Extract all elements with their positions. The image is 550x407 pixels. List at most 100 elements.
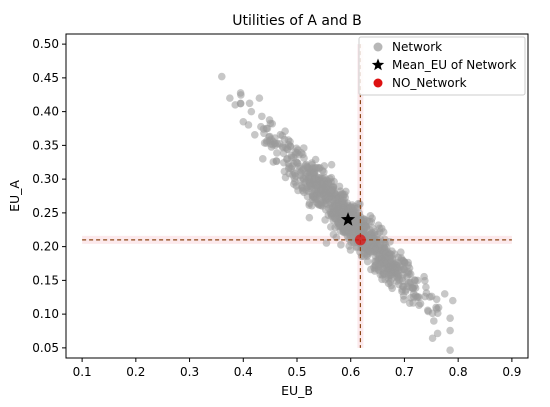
- network-point: [346, 246, 355, 254]
- network-point: [258, 155, 267, 163]
- network-point: [318, 198, 326, 207]
- network-point: [404, 258, 413, 267]
- legend-label: Mean_EU of Network: [392, 58, 516, 72]
- network-point: [271, 134, 279, 142]
- network-point: [375, 228, 384, 236]
- legend-circle-icon: [373, 42, 383, 52]
- x-tick-label: 0.2: [126, 365, 145, 379]
- network-point: [339, 228, 348, 237]
- network-point: [344, 223, 353, 231]
- network-point: [403, 272, 411, 281]
- network-point: [397, 256, 406, 264]
- network-point: [448, 296, 457, 305]
- network-point: [280, 135, 289, 144]
- network-point: [446, 326, 454, 335]
- network-points: [217, 72, 457, 355]
- special-points: [340, 212, 366, 246]
- network-point: [283, 145, 292, 154]
- network-point: [318, 166, 327, 175]
- network-point: [430, 317, 438, 325]
- vertical-band: [357, 44, 364, 348]
- network-point: [375, 266, 383, 275]
- network-point: [422, 283, 430, 291]
- network-point: [351, 228, 360, 237]
- network-point: [397, 248, 405, 256]
- network-point: [289, 180, 298, 188]
- network-point: [247, 107, 256, 116]
- y-tick-label: 0.35: [32, 138, 59, 152]
- network-point: [328, 208, 337, 217]
- network-point: [384, 271, 393, 280]
- network-point: [380, 248, 388, 257]
- network-point: [289, 153, 298, 162]
- network-point: [440, 290, 449, 298]
- network-point: [239, 117, 248, 126]
- legend: Network Mean_EU of Network NO_Network: [358, 36, 526, 96]
- network-point: [280, 167, 289, 176]
- network-point: [446, 314, 454, 323]
- network-point: [298, 184, 307, 192]
- network-point: [324, 193, 333, 201]
- network-point: [338, 197, 347, 205]
- network-point: [265, 116, 274, 124]
- mean-network-star: [340, 212, 356, 226]
- y-tick-label: 0.45: [32, 71, 59, 85]
- x-tick-label: 0.8: [449, 365, 468, 379]
- y-tick-label: 0.50: [32, 37, 59, 51]
- network-point: [400, 295, 408, 304]
- network-point: [393, 270, 402, 279]
- network-point: [217, 72, 226, 81]
- network-point: [281, 173, 290, 182]
- network-point: [357, 252, 366, 260]
- x-tick-label: 0.6: [341, 365, 360, 379]
- network-point: [313, 181, 321, 190]
- network-point: [245, 99, 254, 108]
- network-point: [420, 272, 428, 281]
- network-point: [347, 204, 356, 212]
- legend-star-icon: [371, 58, 385, 71]
- x-tick-label: 0.5: [287, 365, 306, 379]
- y-tick-label: 0.20: [32, 240, 59, 254]
- network-point: [226, 94, 234, 102]
- network-point: [368, 214, 376, 223]
- network-point: [322, 239, 331, 247]
- network-point: [409, 293, 418, 301]
- network-point: [366, 248, 375, 256]
- y-tick-label: 0.05: [32, 341, 59, 355]
- y-tick-label: 0.15: [32, 273, 59, 287]
- legend-label: Network: [392, 40, 442, 54]
- y-axis-label: EU_A: [7, 180, 22, 212]
- network-point: [319, 180, 328, 189]
- network-point: [279, 158, 288, 167]
- network-point: [411, 276, 419, 285]
- network-point: [432, 295, 441, 304]
- x-tick-label: 0.4: [234, 365, 253, 379]
- network-point: [255, 94, 264, 102]
- network-point: [273, 149, 281, 157]
- reference-bands: [82, 44, 512, 348]
- y-axis-ticks: 0.05 0.10 0.15 0.20 0.25 0.30 0.35 0.40 0.45 0.50: [32, 37, 66, 355]
- network-point: [297, 149, 306, 157]
- network-point: [433, 305, 441, 313]
- x-tick-label: 0.9: [502, 365, 521, 379]
- network-point: [337, 241, 345, 249]
- network-point: [281, 127, 289, 135]
- x-tick-label: 0.1: [73, 365, 92, 379]
- network-point: [272, 157, 281, 165]
- network-point: [327, 223, 335, 231]
- network-point: [299, 175, 308, 183]
- network-point: [258, 112, 266, 121]
- network-point: [295, 162, 304, 171]
- legend-circle-icon: [373, 78, 383, 88]
- legend-label: NO_Network: [392, 76, 467, 90]
- x-axis-ticks: 0.1 0.2 0.3 0.4 0.5 0.6 0.7 0.8 0.9: [73, 358, 521, 379]
- network-point: [326, 199, 334, 207]
- network-point: [409, 285, 417, 293]
- horizontal-band: [82, 235, 512, 244]
- network-point: [271, 141, 280, 150]
- network-point: [329, 230, 338, 239]
- network-point: [305, 182, 314, 190]
- network-point: [362, 223, 371, 231]
- no-network-point: [354, 234, 366, 246]
